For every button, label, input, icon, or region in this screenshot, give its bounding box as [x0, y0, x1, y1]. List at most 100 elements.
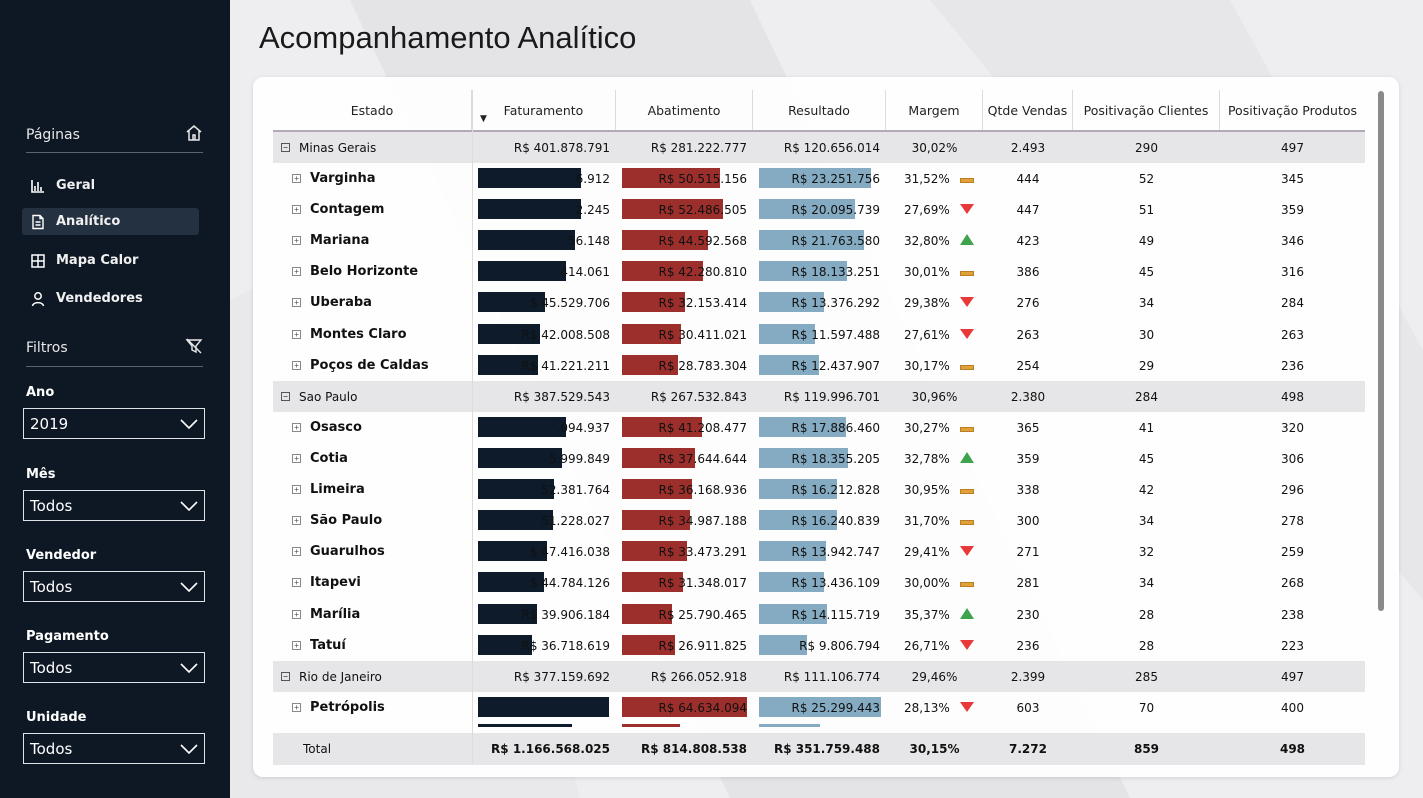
expand-icon[interactable]: + [292, 547, 301, 556]
resultado-cell-bar [759, 697, 881, 717]
expand-icon[interactable]: + [292, 174, 301, 183]
filter-value: 2019 [30, 414, 69, 433]
abatimento-cell-bar [622, 355, 678, 375]
faturamento-cell: R$ 401.878.791 [472, 132, 616, 163]
clear-filters-icon[interactable] [185, 337, 203, 359]
group-row[interactable]: − Minas Gerais R$ 401.878.791 R$ 281.222.77… [273, 132, 1365, 163]
table-row[interactable]: + Petrópolis R$ 64.634.094 R$ 25.299.443 28,… [273, 692, 1365, 723]
column-header-positivacao-clientes[interactable]: Positivação Clientes [1073, 90, 1220, 130]
collapse-icon[interactable]: − [281, 672, 290, 681]
resultado-cell-bar [759, 230, 864, 250]
home-icon[interactable] [185, 124, 203, 146]
filter-select-vendedor[interactable]: Todos [23, 571, 205, 602]
margem-cell: 26,71% [886, 630, 983, 661]
table-row[interactable]: + Contagem 2.245 R$ 52.486.505 R$ 20.095.739… [273, 194, 1365, 225]
margem-cell: 30,96% [886, 381, 983, 412]
expand-icon[interactable]: + [292, 703, 301, 712]
margem-indicator [960, 483, 974, 497]
faturamento-cell-bar [478, 479, 554, 499]
expand-icon[interactable]: + [292, 423, 301, 432]
chevron-down-icon [180, 659, 198, 677]
column-header-abatimento[interactable]: Abatimento [616, 90, 753, 130]
margem-cell-value: 31,52% [904, 171, 950, 186]
positivacao-clientes-cell-value: 51 [1138, 202, 1155, 217]
filter-select-unidade[interactable]: Todos [23, 733, 205, 764]
collapse-icon[interactable]: − [281, 392, 290, 401]
expand-icon[interactable]: + [292, 330, 301, 339]
column-header-margem[interactable]: Margem [886, 90, 983, 130]
expand-icon[interactable]: + [292, 578, 301, 587]
total-positivacao-produtos-value: 498 [1279, 742, 1306, 756]
nav-item-vendedores[interactable]: Vendedores [22, 285, 199, 312]
positivacao-produtos-cell: 498 [1220, 381, 1365, 412]
group-row[interactable]: − Sao Paulo R$ 387.529.543 R$ 267.532.843 R$… [273, 381, 1365, 412]
row-name: Poços de Caldas [310, 358, 429, 373]
column-header-positivacao-produtos[interactable]: Positivação Produtos [1227, 102, 1358, 118]
nav-item-geral[interactable]: Geral [22, 172, 199, 199]
filter-select-pagamento[interactable]: Todos [23, 652, 205, 683]
nav-item-mapa-calor[interactable]: Mapa Calor [22, 247, 199, 274]
table-row[interactable]: + Tatuí R$ 36.718.619 R$ 26.911.825 R$ 9.806… [273, 630, 1365, 661]
positivacao-clientes-cell-value: 28 [1138, 607, 1155, 622]
partial-bar [622, 724, 680, 727]
column-header-faturamento[interactable]: Faturamento [472, 90, 616, 130]
collapse-icon[interactable]: − [281, 143, 290, 152]
resultado-cell-value: R$ 12.437.907 [791, 358, 881, 373]
group-row[interactable]: − Rio de Janeiro R$ 377.159.692 R$ 266.052.… [273, 661, 1365, 692]
table-row[interactable]: + Osasco .094.937 R$ 41.208.477 R$ 17.886.46… [273, 412, 1365, 443]
table-row[interactable]: + Itapevi $ 44.784.126 R$ 31.348.017 R$ 13.4… [273, 567, 1365, 598]
qtde-vendas-cell-value: 2.399 [1010, 669, 1046, 684]
table-row[interactable]: + Uberaba $ 45.529.706 R$ 32.153.414 R$ 13.3… [273, 287, 1365, 318]
table-row[interactable]: + Marília R$ 39.906.184 R$ 25.790.465 R$ 14.… [273, 599, 1365, 630]
row-name: Montes Claro [310, 327, 407, 342]
filter-select-ano[interactable]: 2019 [23, 408, 205, 439]
table-row[interactable]: + Cotia 5.999.849 R$ 37.644.644 R$ 18.355.20… [273, 443, 1365, 474]
table-row[interactable]: + Poços de Caldas R$ 41.221.211 R$ 28.783.3… [273, 350, 1365, 381]
nav-item-analitico[interactable]: Analítico [22, 208, 199, 235]
expand-icon[interactable]: + [292, 516, 301, 525]
column-header-qtde-vendas[interactable]: Qtde Vendas [983, 90, 1073, 130]
abatimento-cell: R$ 50.515.156 [616, 163, 753, 194]
vertical-scrollbar[interactable] [1378, 91, 1384, 611]
expand-icon[interactable]: + [292, 641, 301, 650]
grid-icon [28, 252, 48, 270]
column-header-estado[interactable]: Estado [273, 90, 472, 130]
expand-icon[interactable]: + [292, 454, 301, 463]
neutral-bar-icon [960, 519, 974, 525]
neutral-bar-icon [960, 581, 974, 587]
expand-icon[interactable]: + [292, 485, 301, 494]
total-label-cell: Total [303, 733, 453, 765]
table-row[interactable]: + Guarulhos $ 47.416.038 R$ 33.473.291 R$ 13… [273, 536, 1365, 567]
expand-icon[interactable]: + [292, 361, 301, 370]
column-header-resultado[interactable]: Resultado [753, 90, 886, 130]
faturamento-cell-bar [478, 572, 544, 592]
expand-icon[interactable]: + [292, 205, 301, 214]
positivacao-clientes-cell: 28 [1073, 599, 1220, 630]
neutral-bar-icon [960, 364, 974, 370]
table-row[interactable]: + Mariana 56.148 R$ 44.592.568 R$ 21.763.580… [273, 225, 1365, 256]
qtde-vendas-cell: 230 [983, 599, 1073, 630]
matrix-table: Estado Faturamento ▼ Abatimento Resultad… [253, 77, 1399, 777]
table-row[interactable]: + Limeira 52.381.764 R$ 36.168.936 R$ 16.212… [273, 474, 1365, 505]
expand-icon[interactable]: + [292, 267, 301, 276]
expand-icon[interactable]: + [292, 610, 301, 619]
table-row[interactable]: + Belo Horizonte .414.061 R$ 42.280.810 R$ 1… [273, 256, 1365, 287]
margem-cell-value: 27,69% [904, 202, 950, 217]
expand-icon[interactable]: + [292, 298, 301, 307]
expand-icon[interactable]: + [292, 236, 301, 245]
faturamento-cell-bar [478, 355, 538, 375]
divider [26, 152, 203, 153]
table-row[interactable]: + Varginha 6.912 R$ 50.515.156 R$ 23.251.756… [273, 163, 1365, 194]
positivacao-clientes-cell-value: 30 [1138, 327, 1155, 342]
qtde-vendas-cell-value: 2.493 [1010, 140, 1046, 155]
margem-cell-value: 27,61% [904, 327, 950, 342]
qtde-vendas-cell-value: 359 [1016, 451, 1040, 466]
positivacao-clientes-cell-value: 70 [1138, 700, 1155, 715]
margem-indicator [960, 233, 974, 248]
row-name: Uberaba [310, 295, 372, 310]
filter-select-mes[interactable]: Todos [23, 490, 205, 521]
table-row[interactable]: + Montes Claro R$ 42.008.508 R$ 30.411.021 R… [273, 319, 1365, 350]
total-qtde-vendas-value: 7.272 [1009, 742, 1047, 756]
table-row[interactable]: + São Paulo 51.228.027 R$ 34.987.188 R$ 16.2… [273, 505, 1365, 536]
positivacao-produtos-cell: 400 [1220, 692, 1365, 723]
